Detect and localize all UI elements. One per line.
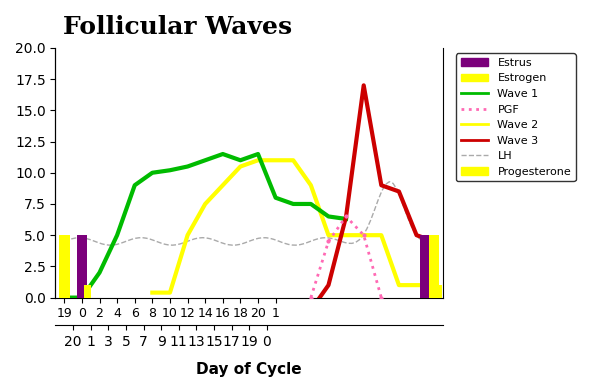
Bar bbox=[83, 285, 91, 298]
Legend: Estrus, Estrogen, Wave 1, PGF, Wave 2, Wave 3, LH, Progesterone: Estrus, Estrogen, Wave 1, PGF, Wave 2, W… bbox=[456, 53, 575, 181]
Text: Follicular Waves: Follicular Waves bbox=[63, 15, 292, 39]
Bar bbox=[59, 235, 70, 298]
Bar bbox=[437, 285, 442, 298]
X-axis label: Day of Cycle: Day of Cycle bbox=[197, 362, 302, 377]
Bar bbox=[76, 235, 87, 298]
Bar bbox=[420, 235, 430, 298]
Bar bbox=[429, 235, 439, 298]
